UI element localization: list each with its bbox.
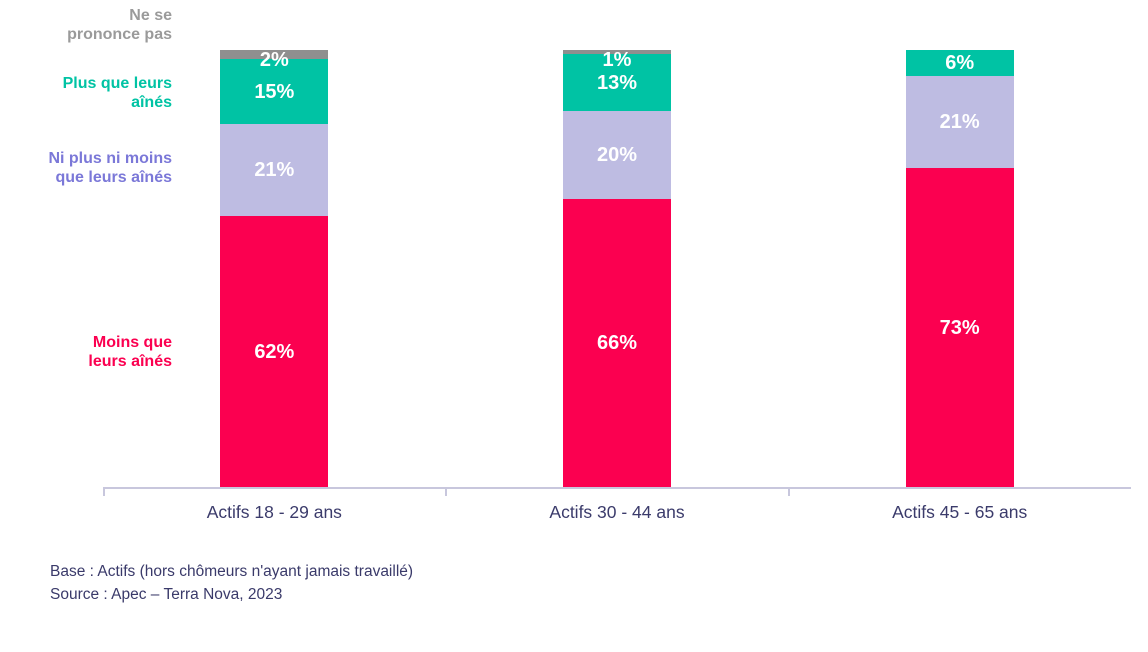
segment-value-label: 66%: [596, 331, 638, 354]
x-axis-label-30-44: Actifs 30 - 44 ans: [549, 502, 685, 522]
bar-segment: 66%: [563, 198, 671, 487]
plot-area: 62% 21% 15% 2% 66% 20% 13% 1% 73% 21% 6%: [103, 49, 1131, 487]
bar-segment: 62%: [220, 216, 329, 487]
x-axis-line: [103, 487, 1131, 489]
legend-label-plus-que-leurs-aines: Plus que leurs aînés: [62, 75, 172, 111]
legend-label-moins-que-leurs-aines: Moins que leurs aînés: [88, 334, 172, 370]
bar-segment: 21%: [905, 76, 1014, 168]
bar-segment: 2%: [220, 49, 329, 71]
bar-segment: 20%: [563, 111, 671, 199]
segment-value-label: 13%: [596, 71, 638, 94]
segment-value-label: 62%: [254, 340, 295, 363]
bar-segment: 1%: [563, 49, 671, 71]
segment-value-label: 21%: [939, 111, 980, 134]
footer-notes: Base : Actifs (hors chômeurs n'ayant jam…: [50, 560, 413, 606]
legend-label-ne-se-prononce-pas: Ne se prononce pas: [67, 7, 172, 43]
segment-value-label: 20%: [596, 143, 638, 166]
x-axis-tick: [445, 487, 447, 496]
bar-segment: 13%: [563, 54, 671, 112]
source-note: Source : Apec – Terra Nova, 2023: [50, 586, 283, 603]
segment-value-label: 2%: [259, 49, 289, 72]
base-note: Base : Actifs (hors chômeurs n'ayant jam…: [50, 563, 414, 580]
legend-label-ni-plus-ni-moins: Ni plus ni moins que leurs aînés: [48, 150, 172, 186]
segment-value-label: 15%: [254, 80, 295, 103]
x-axis-label-45-65: Actifs 45 - 65 ans: [892, 502, 1028, 522]
x-axis-label-18-29: Actifs 18 - 29 ans: [206, 502, 342, 522]
segment-value-label: 6%: [945, 52, 975, 75]
bar-segment: 21%: [220, 124, 329, 217]
segment-value-label: 21%: [254, 159, 295, 182]
x-axis-tick: [103, 487, 105, 496]
stacked-bar-2: 66% 20% 13% 1%: [563, 49, 671, 487]
segment-value-label: 73%: [939, 316, 980, 339]
stacked-bar-3: 73% 21% 6%: [905, 50, 1014, 487]
bar-segment: 73%: [905, 168, 1014, 487]
bar-segment: 15%: [220, 58, 329, 125]
segment-value-label: 1%: [602, 49, 632, 72]
x-axis-labels: Actifs 18 - 29 ans Actifs 30 - 44 ans Ac…: [103, 502, 1131, 523]
bar-segment: 6%: [905, 50, 1014, 77]
stacked-bar-1: 62% 21% 15% 2%: [220, 49, 329, 487]
x-axis-tick: [788, 487, 790, 496]
